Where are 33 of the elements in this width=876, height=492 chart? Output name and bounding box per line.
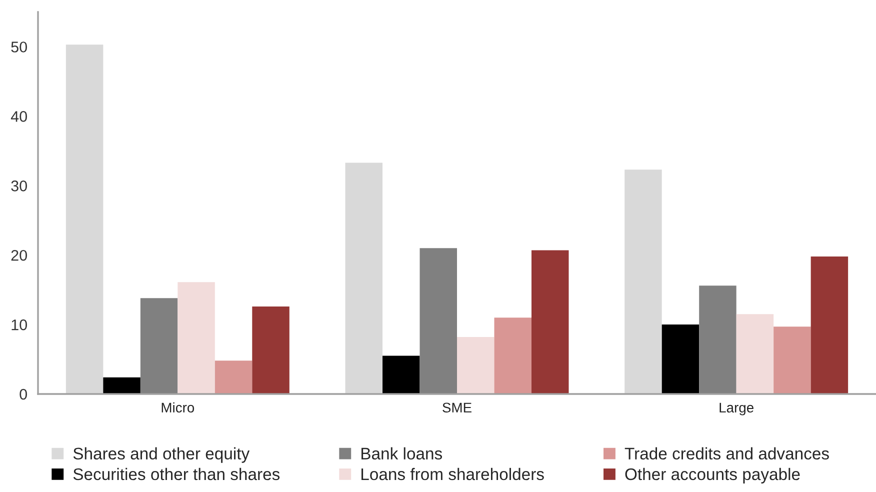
bar	[382, 356, 420, 394]
y-tick-label: 50	[11, 42, 27, 52]
bar	[494, 318, 532, 394]
bar	[66, 44, 104, 394]
x-tick-label: SME	[442, 402, 472, 413]
bar	[178, 282, 215, 394]
y-tick-label: 30	[11, 180, 27, 192]
y-tick-label: 0	[20, 388, 27, 400]
bar	[662, 324, 700, 394]
legend-label: Trade credits and advances	[624, 447, 829, 460]
y-tick-label: 10	[12, 319, 27, 330]
bar	[345, 162, 383, 394]
bar	[457, 337, 494, 394]
legend-label: Securities other than shares	[73, 468, 280, 480]
legend-label: Other accounts payable	[625, 468, 800, 484]
bar	[624, 170, 662, 394]
x-tick-label: Large	[720, 402, 754, 416]
bar	[774, 326, 811, 394]
y-tick-label: 20	[11, 250, 27, 261]
bar	[420, 248, 457, 394]
bar	[699, 286, 736, 394]
bar	[531, 250, 569, 394]
bar	[810, 256, 848, 394]
bar	[214, 360, 252, 394]
bar	[140, 298, 178, 394]
bar	[252, 306, 290, 394]
legend-label: Shares and other equity	[73, 447, 250, 463]
bar	[103, 377, 140, 394]
y-tick-label: 40	[10, 111, 27, 122]
legend-label: Bank loans	[362, 447, 442, 460]
legend-label: Loans from shareholders	[362, 468, 544, 480]
x-tick-label: Micro	[162, 402, 194, 413]
bar	[736, 314, 774, 394]
